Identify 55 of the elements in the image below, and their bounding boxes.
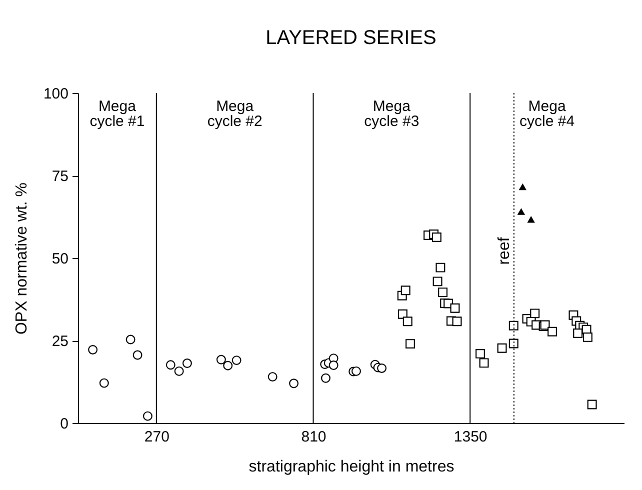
point: [479, 358, 489, 368]
point: [517, 208, 526, 215]
point: [452, 316, 462, 326]
point: [518, 183, 527, 190]
point: [216, 354, 226, 364]
chart-title: LAYERED SERIES: [266, 27, 436, 49]
point: [166, 360, 176, 370]
point: [182, 358, 192, 368]
point: [351, 366, 361, 376]
point: [268, 372, 278, 382]
point: [582, 332, 592, 342]
annotation: Mega cycle #3: [364, 98, 420, 130]
x-tick-label: 1350: [454, 428, 488, 446]
point: [289, 378, 299, 388]
point: [126, 334, 136, 344]
point: [432, 276, 442, 286]
annotation: Mega cycle #4: [520, 98, 575, 130]
point: [573, 328, 583, 338]
y-tick-label: 25: [52, 333, 68, 350]
annotation: Mega cycle #2: [207, 98, 262, 130]
point: [527, 216, 535, 223]
point: [400, 286, 410, 296]
point: [476, 348, 485, 358]
point: [587, 400, 597, 410]
y-tick-label: 100: [43, 86, 68, 102]
point: [88, 345, 98, 354]
y-axis-title: OPX normative wt. %: [13, 182, 30, 335]
point: [406, 339, 415, 349]
ref-line-label: reef: [496, 236, 513, 265]
point: [508, 338, 518, 348]
point: [174, 366, 184, 376]
point: [99, 378, 109, 388]
y-tick-label: 50: [52, 250, 68, 268]
point: [132, 350, 142, 360]
point: [432, 232, 442, 242]
point: [402, 316, 412, 326]
point: [328, 360, 338, 370]
point: [436, 262, 446, 272]
point: [438, 288, 448, 298]
x-axis-title: stratigraphic height in metres: [248, 458, 454, 476]
point: [223, 360, 233, 370]
point: [321, 373, 330, 383]
point: [142, 411, 152, 421]
x-tick-label: 810: [301, 428, 326, 446]
y-tick-label: 75: [52, 168, 68, 185]
point: [450, 303, 460, 313]
y-tick-label: 0: [60, 416, 68, 432]
point: [377, 363, 387, 373]
x-tick-label: 270: [144, 428, 170, 446]
point: [548, 326, 557, 336]
point: [530, 308, 540, 318]
point: [497, 343, 507, 353]
point: [232, 356, 242, 366]
annotation: Mega cycle #1: [90, 98, 145, 130]
point: [508, 320, 518, 330]
